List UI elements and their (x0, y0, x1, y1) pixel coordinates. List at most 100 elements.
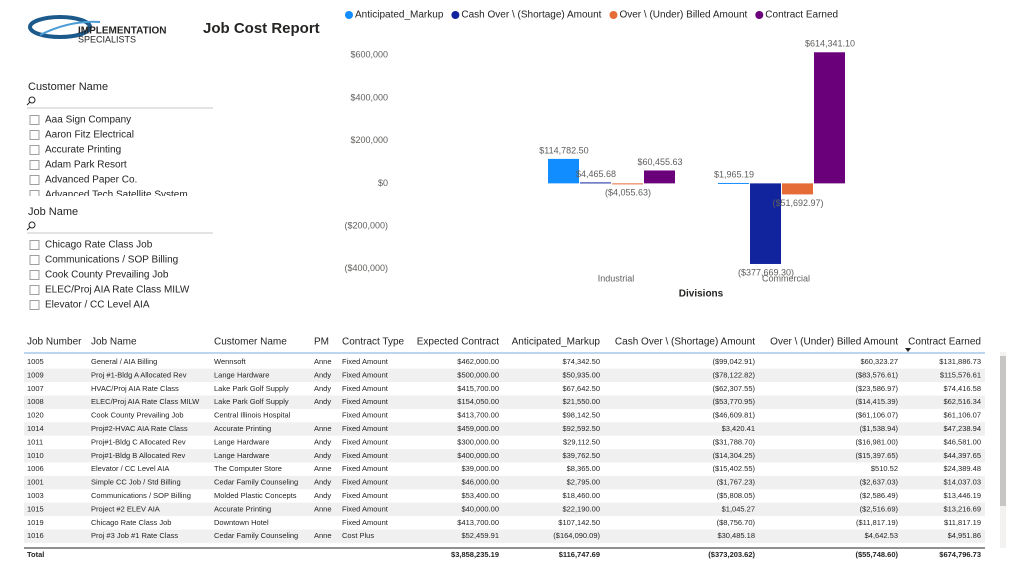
table-cell: Proj#1-Bldg B Allocated Rev (91, 451, 185, 460)
legend-label: Contract Earned (765, 10, 838, 21)
checkbox[interactable] (29, 160, 40, 170)
table-cell: $13,216.69 (943, 504, 981, 513)
bar[interactable] (750, 183, 781, 264)
checkbox[interactable] (29, 130, 40, 140)
table-cell: Anne (314, 531, 332, 540)
table-cell: $14,037.03 (943, 478, 981, 487)
slicer-item[interactable]: ELEC/Proj AIA Rate Class MILW (45, 285, 190, 296)
table-cell: $4,951.86 (948, 531, 981, 540)
table-cell: ($15,397.65) (855, 451, 898, 460)
column-header[interactable]: Contract Type (342, 337, 405, 348)
checkbox[interactable] (29, 190, 40, 200)
table-cell: Lake Park Golf Supply (214, 384, 289, 393)
checkbox[interactable] (29, 115, 40, 125)
table-cell: 1011 (27, 437, 43, 446)
column-header[interactable]: Expected Contract (417, 337, 499, 348)
column-header[interactable]: PM (314, 337, 329, 348)
bar[interactable] (782, 183, 813, 195)
bar[interactable] (718, 182, 749, 184)
table-cell: Anne (314, 424, 332, 433)
slicer-item[interactable]: Aaron Fitz Electrical (45, 130, 134, 141)
table-cell: $39,000.00 (461, 464, 499, 473)
bar[interactable] (580, 182, 611, 184)
table-cell: ($8,756.70) (717, 518, 756, 527)
table-cell: $2,795.00 (567, 478, 600, 487)
y-tick-label: $0 (378, 178, 388, 188)
checkbox[interactable] (29, 285, 40, 295)
table-cell: Fixed Amount (342, 478, 389, 487)
slicer-item[interactable]: Advanced Paper Co. (45, 175, 137, 186)
slicer-item[interactable]: Communications / SOP Billing (45, 255, 178, 266)
checkbox[interactable] (29, 255, 40, 265)
table-cell: ($14,415.39) (855, 397, 898, 406)
table-cell: ($2,637.03) (860, 478, 899, 487)
slicer-item[interactable]: Elevator / CC Level AIA (45, 300, 150, 311)
bar[interactable] (814, 52, 845, 184)
data-label: ($51,692.97) (772, 198, 823, 208)
table-cell: $18,460.00 (562, 491, 600, 500)
table-cell: Proj#2-HVAC AIA Rate Class (91, 424, 188, 433)
table-cell: $107,142.50 (558, 518, 600, 527)
table-cell: Andy (314, 370, 331, 379)
logo: IMPLEMENTATION SPECIALISTS (28, 15, 167, 44)
table-cell: ($11,817.19) (856, 518, 898, 527)
table-cell: $11,817.19 (944, 518, 981, 527)
x-axis-title: Divisions (679, 289, 724, 300)
table-cell: $510.52 (871, 464, 898, 473)
table-cell: Fixed Amount (342, 397, 389, 406)
checkbox[interactable] (29, 240, 40, 250)
scrollbar-thumb[interactable] (1000, 356, 1006, 506)
checkbox[interactable] (29, 300, 40, 310)
row-band (24, 422, 985, 436)
slicer-item[interactable]: Cook County Prevailing Job (45, 270, 169, 281)
column-header[interactable]: Over \ (Under) Billed Amount (770, 337, 898, 348)
legend-swatch (609, 11, 618, 19)
column-header[interactable]: Job Number (27, 337, 82, 348)
checkbox[interactable] (29, 145, 40, 155)
table-cell: Lange Hardware (214, 437, 269, 446)
table-cell: Cook County Prevailing Job (91, 411, 184, 420)
column-header[interactable]: Anticipated_Markup (512, 337, 601, 348)
table-cell: Andy (314, 437, 331, 446)
table-cell: The Computer Store (214, 464, 282, 473)
slicer-item[interactable]: Accurate Printing (45, 145, 121, 156)
data-label: $1,965.19 (714, 169, 754, 179)
slicer-item[interactable]: Adam Park Resort (45, 160, 127, 171)
table-cell: ELEC/Proj AIA Rate Class MILW (91, 397, 200, 406)
table-cell: 1014 (27, 424, 44, 433)
table-cell: Molded Plastic Concepts (214, 491, 297, 500)
bar[interactable] (612, 183, 643, 185)
table-cell: Cost Plus (342, 531, 374, 540)
table-cell: $60,323.27 (860, 357, 898, 366)
table-cell: $29,112.50 (563, 437, 600, 446)
table-cell: 1020 (27, 411, 44, 420)
table-cell: Chicago Rate Class Job (91, 518, 171, 527)
table-cell: Cedar Family Counseling (214, 531, 298, 540)
slicer-item[interactable]: Aaa Sign Company (45, 115, 131, 126)
logo-text: SPECIALISTS (78, 34, 136, 44)
slicer-item[interactable]: Advanced Tech Satellite System (45, 190, 188, 201)
bar[interactable] (548, 158, 579, 184)
column-header[interactable]: Job Name (91, 337, 137, 348)
table-cell: $50,935.00 (562, 370, 600, 379)
table-cell: $67,642.50 (562, 384, 600, 393)
column-header[interactable]: Contract Earned (908, 337, 981, 348)
bar[interactable] (644, 170, 675, 184)
data-label: ($377,669.30) (738, 267, 794, 277)
column-header[interactable]: Customer Name (214, 337, 287, 348)
table-cell: $3,420.41 (722, 424, 755, 433)
y-tick-label: $200,000 (350, 135, 388, 145)
table-cell: Communications / SOP Billing (91, 491, 191, 500)
table-cell: Fixed Amount (342, 424, 389, 433)
table-cell: $39,762.50 (562, 451, 600, 460)
table-cell: Fixed Amount (342, 370, 389, 379)
checkbox[interactable] (29, 270, 40, 280)
table-cell: Andy (314, 384, 331, 393)
table-cell: ($164,090.09) (553, 531, 600, 540)
table-cell: 1019 (27, 518, 44, 527)
table-cell: Anne (314, 357, 332, 366)
slicer-item[interactable]: Chicago Rate Class Job (45, 240, 153, 251)
table-cell: $13,446.19 (943, 491, 981, 500)
column-header[interactable]: Cash Over \ (Shortage) Amount (615, 337, 755, 348)
checkbox[interactable] (29, 175, 40, 185)
